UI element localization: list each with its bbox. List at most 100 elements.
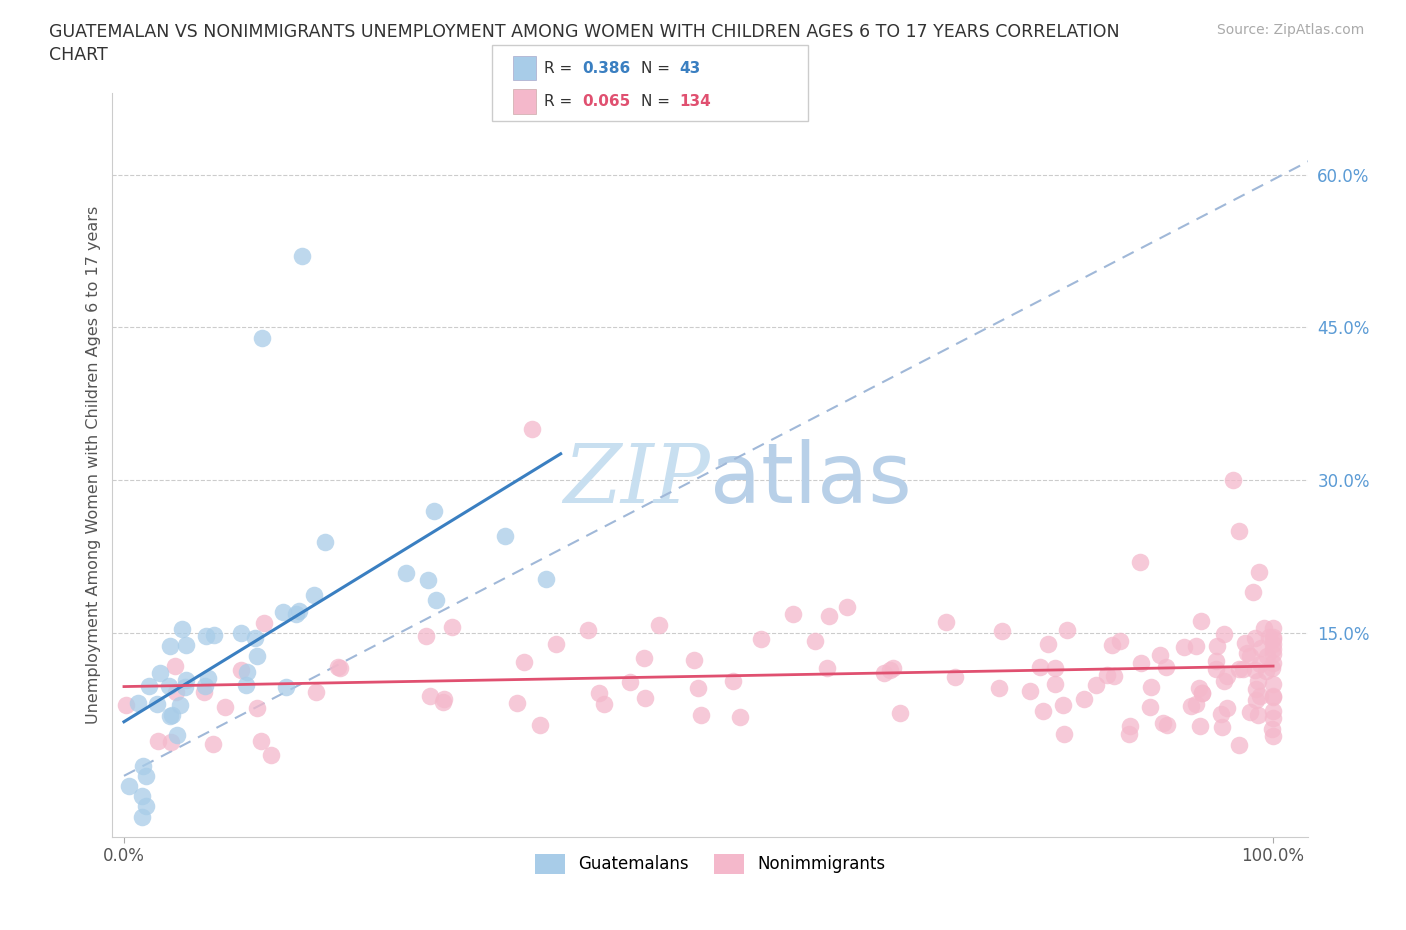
Point (201, 737, 224, 751)
Point (1073, 691, 1095, 706)
Point (1249, 657, 1271, 671)
Point (1019, 684, 1042, 698)
Point (1261, 690, 1284, 705)
Point (131, 809, 153, 824)
Point (1043, 677, 1066, 692)
Point (1239, 648, 1261, 663)
Point (1258, 630, 1281, 644)
Point (633, 650, 655, 665)
Point (1156, 717, 1178, 732)
Point (943, 670, 966, 684)
Point (1261, 688, 1284, 703)
Text: N =: N = (641, 60, 675, 75)
Point (1261, 711, 1284, 725)
Point (214, 700, 236, 715)
Text: N =: N = (641, 94, 675, 109)
Point (1241, 585, 1264, 600)
Point (690, 707, 713, 722)
Point (285, 606, 308, 621)
Point (534, 572, 557, 587)
Legend: Guatemalans, Nonimmigrants: Guatemalans, Nonimmigrants (529, 847, 891, 881)
Point (1229, 737, 1251, 752)
Point (1261, 660, 1284, 675)
Point (1261, 620, 1284, 635)
Point (1261, 630, 1284, 644)
Point (176, 637, 198, 652)
Point (115, 698, 138, 712)
Point (174, 673, 197, 688)
Point (1232, 661, 1254, 676)
Point (1189, 614, 1212, 629)
Point (250, 734, 273, 749)
Point (202, 628, 225, 643)
Point (1180, 699, 1202, 714)
Point (395, 565, 418, 580)
Point (416, 573, 439, 588)
Point (686, 681, 709, 696)
Point (160, 735, 183, 750)
Point (1213, 627, 1236, 642)
Point (243, 631, 266, 645)
Point (1239, 704, 1261, 719)
Point (291, 248, 314, 263)
Point (1191, 685, 1213, 700)
Point (1261, 729, 1284, 744)
Text: GUATEMALAN VS NONIMMIGRANTS UNEMPLOYMENT AMONG WOMEN WITH CHILDREN AGES 6 TO 17 : GUATEMALAN VS NONIMMIGRANTS UNEMPLOYMENT… (49, 23, 1119, 41)
Point (1222, 472, 1244, 487)
Point (1184, 697, 1206, 711)
Point (1188, 681, 1211, 696)
Point (288, 604, 311, 618)
Point (818, 608, 841, 623)
Point (1188, 719, 1211, 734)
Point (160, 708, 183, 723)
Point (195, 629, 218, 644)
Point (1249, 688, 1271, 703)
Point (1029, 660, 1052, 675)
Point (1212, 673, 1234, 688)
Point (166, 727, 188, 742)
Point (165, 684, 187, 699)
Point (1139, 700, 1161, 715)
Point (987, 681, 1010, 696)
Point (419, 688, 441, 703)
Point (1244, 693, 1267, 708)
Point (683, 653, 706, 668)
Point (236, 664, 259, 679)
Point (169, 698, 191, 712)
Point (118, 778, 141, 793)
Point (494, 528, 516, 543)
Point (1247, 673, 1270, 688)
Point (441, 619, 464, 634)
Point (1152, 716, 1174, 731)
Point (235, 678, 257, 693)
Point (302, 588, 325, 603)
Point (271, 604, 294, 619)
Point (260, 748, 283, 763)
Point (135, 799, 157, 814)
Point (1173, 640, 1195, 655)
Point (149, 666, 172, 681)
Point (246, 701, 269, 716)
Point (835, 599, 858, 614)
Point (593, 697, 616, 711)
Point (529, 717, 551, 732)
Point (1191, 685, 1213, 700)
Point (1205, 654, 1227, 669)
Point (1052, 698, 1074, 712)
Point (588, 685, 610, 700)
Point (132, 758, 155, 773)
Point (1247, 708, 1270, 723)
Point (159, 638, 181, 653)
Point (1211, 706, 1233, 721)
Y-axis label: Unemployment Among Women with Children Ages 6 to 17 years: Unemployment Among Women with Children A… (86, 206, 101, 724)
Point (173, 680, 195, 695)
Point (1149, 647, 1171, 662)
Point (1250, 640, 1272, 655)
Point (1244, 631, 1267, 645)
Point (1244, 682, 1267, 697)
Point (1261, 722, 1284, 737)
Text: 43: 43 (679, 60, 700, 75)
Point (1206, 639, 1229, 654)
Point (782, 606, 804, 621)
Point (423, 503, 446, 518)
